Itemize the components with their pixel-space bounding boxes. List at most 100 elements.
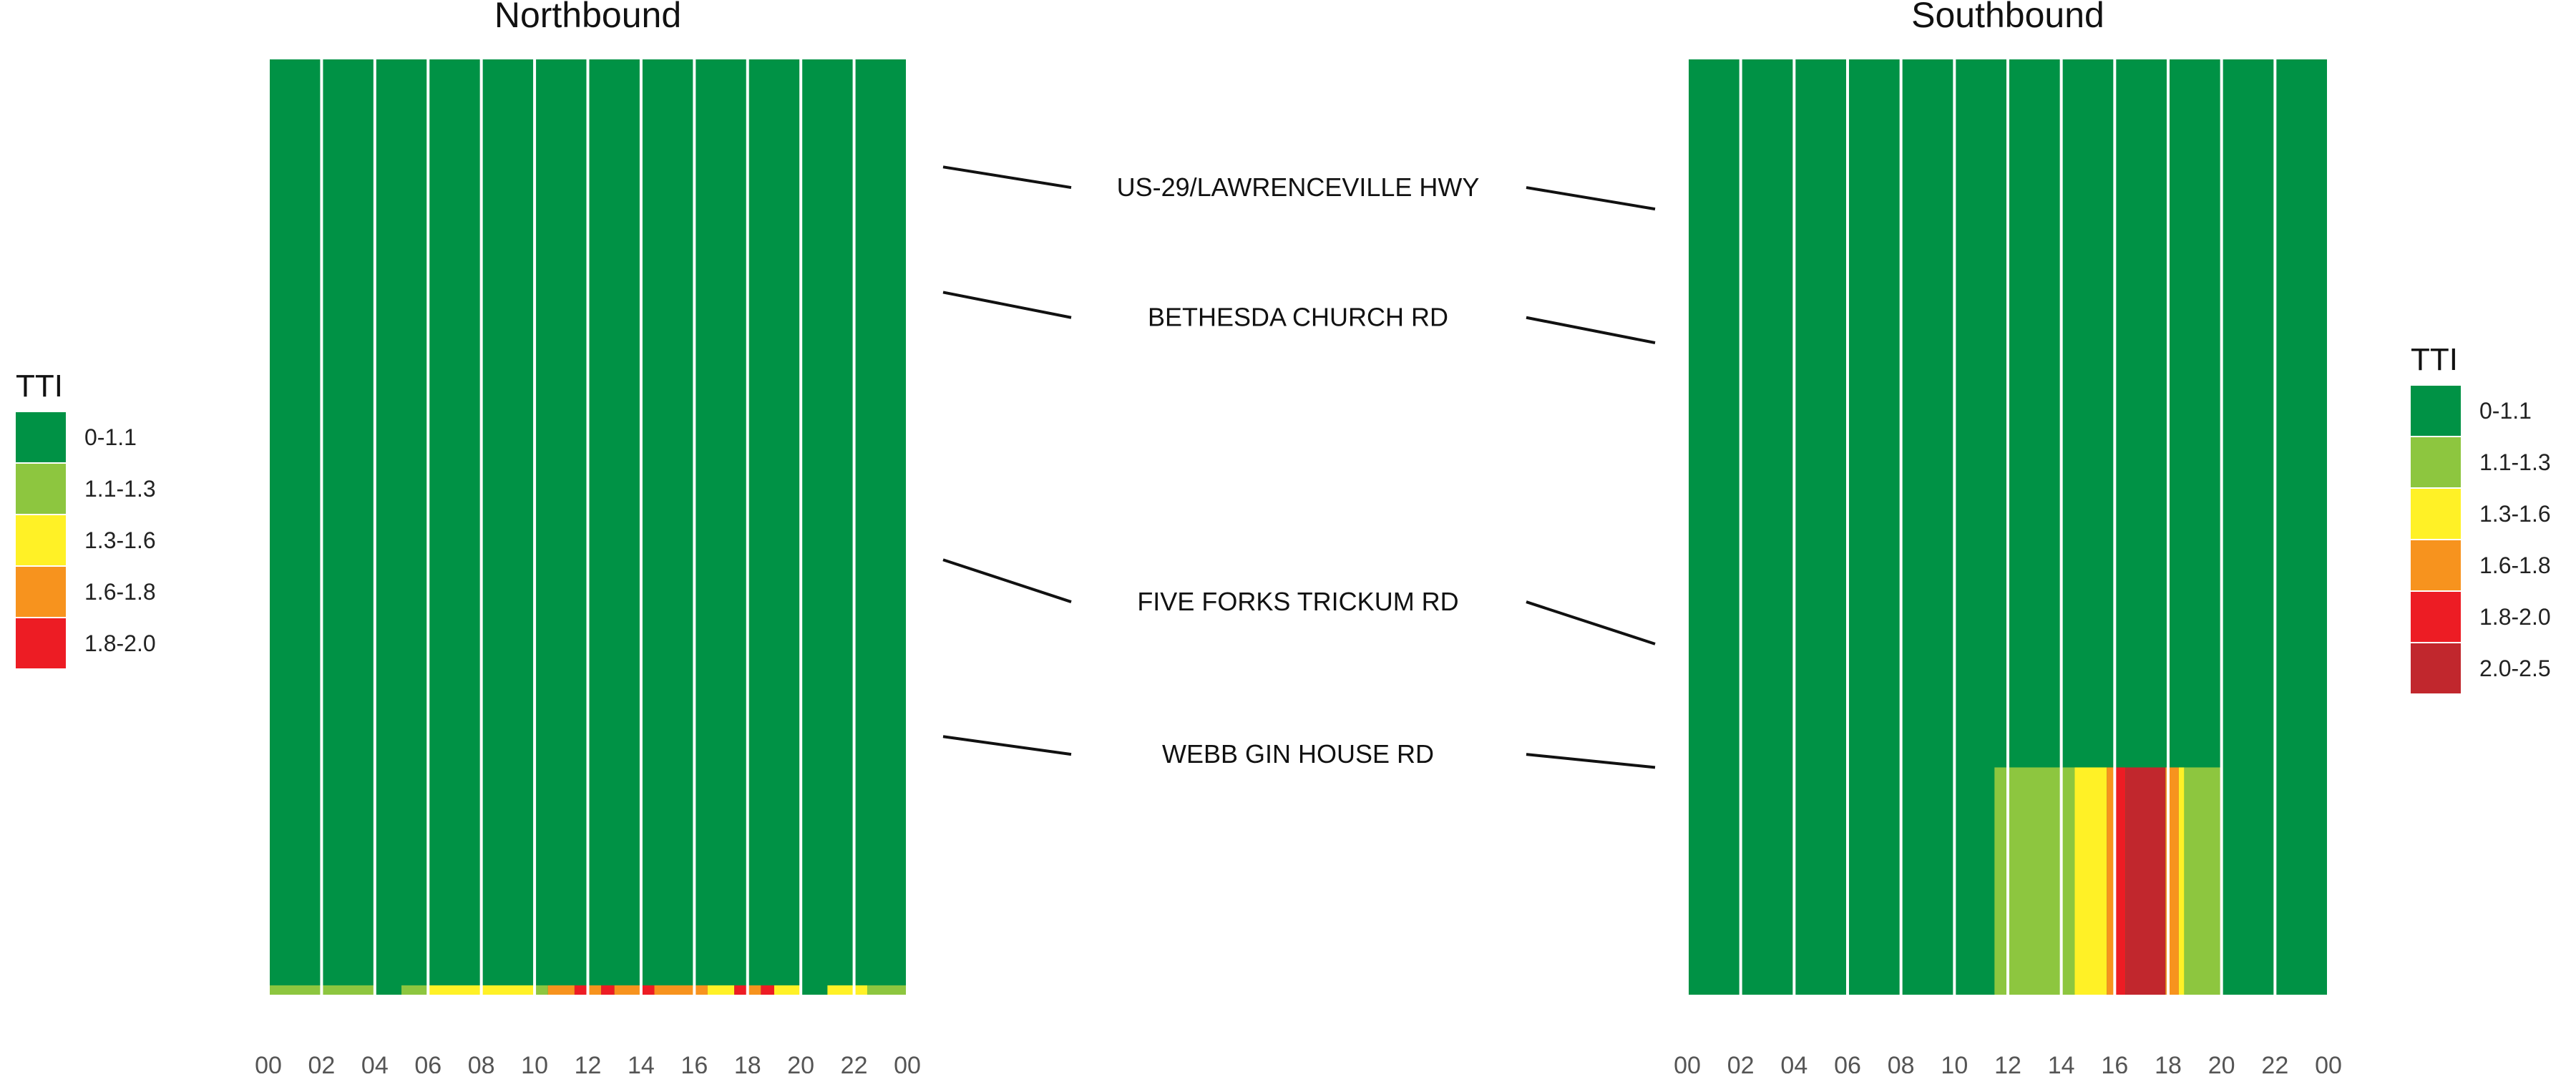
legend-label: 0-1.1 (84, 424, 137, 450)
heat-cell (1994, 767, 2008, 995)
heat-cell (2074, 767, 2107, 995)
legend-label: 1.8-2.0 (2479, 603, 2551, 630)
segment-connector-left (942, 165, 1072, 190)
legend-item: 1.1-1.3 (2411, 437, 2551, 488)
legend-item: 1.8-2.0 (16, 618, 156, 669)
hour-tick-label: 08 (1888, 1052, 1915, 1073)
hour-tick-label: 04 (361, 1052, 389, 1073)
southbound-legend: TTI 0-1.1 1.1-1.3 1.3-1.6 1.6-1.8 1.8-2.0 2.0-… (2411, 342, 2551, 694)
segment-group: WEBB GIN HOUSE RD (942, 735, 1656, 769)
legend-swatch (2411, 540, 2461, 590)
heat-cell (2107, 767, 2115, 995)
segment-group: BETHESDA CHURCH RD (942, 291, 1656, 344)
legend-item: 0-1.1 (16, 411, 156, 463)
legend-label: 1.8-2.0 (84, 630, 156, 656)
legend-swatch (2411, 437, 2461, 487)
northbound-legend: TTI 0-1.1 1.1-1.3 1.3-1.6 1.6-1.8 1.8-2.0 (16, 369, 156, 669)
legend-label: 1.3-1.6 (2479, 500, 2551, 527)
hour-tick-label: 14 (628, 1052, 655, 1073)
legend-swatch (16, 618, 66, 668)
segment-group: US-29/LAWRENCEVILLE HWY (942, 165, 1656, 211)
legend-item: 1.3-1.6 (16, 515, 156, 566)
hour-tick-label: 10 (1941, 1052, 1968, 1073)
legend-swatch (2411, 643, 2461, 693)
hour-tick-label: 12 (575, 1052, 602, 1073)
heat-cell (547, 985, 575, 995)
legend-label: 1.3-1.6 (84, 527, 156, 553)
legend-swatch (16, 464, 66, 514)
segment-label: WEBB GIN HOUSE RD (1162, 739, 1434, 769)
hour-tick-label: 00 (1674, 1052, 1701, 1073)
hour-tick-label: 00 (2315, 1052, 2342, 1073)
southbound-panel: Southbound 00 02 04 06 08 10 12 14 16 18 20 22 00 (1674, 0, 2342, 1077)
segment-connector-right (1526, 600, 1656, 645)
heat-cell (2008, 767, 2075, 995)
hour-tick-label: 04 (1780, 1052, 1807, 1073)
segment-connector-right (1526, 316, 1656, 344)
legend-title: TTI (2411, 342, 2458, 377)
segment-connector-left (942, 291, 1072, 319)
segment-connector-left (942, 558, 1072, 603)
heat-cell (587, 985, 602, 995)
heat-cell (761, 985, 774, 995)
heat-cell (774, 985, 801, 995)
legend-item: 1.3-1.6 (2411, 488, 2551, 540)
heat-cell (867, 985, 907, 995)
hour-tick-label: 22 (2261, 1052, 2288, 1073)
legend-item: 1.6-1.8 (16, 566, 156, 618)
legend-label: 2.0-2.5 (2479, 655, 2551, 681)
legend-item: 1.1-1.3 (16, 463, 156, 515)
hour-tick-label: 18 (2155, 1052, 2182, 1073)
hour-tick-label: 00 (894, 1052, 921, 1073)
segment-connector-right (1526, 753, 1656, 769)
hour-tick-label: 20 (787, 1052, 814, 1073)
legend-swatch (16, 412, 66, 462)
heat-cell (827, 985, 868, 995)
hour-tick-label: 06 (1834, 1052, 1861, 1073)
heat-cell (640, 985, 655, 995)
northbound-panel: Northbound 00 02 04 06 08 10 12 14 16 18 20 22 00 (255, 0, 921, 1077)
hour-tick-label: 18 (734, 1052, 761, 1073)
legend-swatch (16, 515, 66, 565)
legend-item: 2.0-2.5 (2411, 643, 2551, 694)
hour-tick-label: 16 (2101, 1052, 2128, 1073)
heat-cell (401, 985, 429, 995)
legend-swatch (2411, 592, 2461, 642)
legend-swatch (16, 567, 66, 617)
hour-tick-label: 02 (308, 1052, 336, 1073)
segment-group: FIVE FORKS TRICKUM RD (942, 558, 1656, 645)
legend-label: 1.1-1.3 (2479, 449, 2551, 475)
segment-connector-right (1526, 186, 1656, 211)
hour-tick-label: 22 (841, 1052, 868, 1073)
hour-tick-label: 08 (468, 1052, 495, 1073)
hour-tick-label: 12 (1994, 1052, 2021, 1073)
heat-cell (2114, 767, 2126, 995)
legend-label: 0-1.1 (2479, 397, 2532, 424)
hour-tick-label: 14 (2048, 1052, 2075, 1073)
legend-swatch (2411, 386, 2461, 436)
segment-label: FIVE FORKS TRICKUM RD (1137, 587, 1458, 616)
heat-cell (535, 985, 548, 995)
legend-label: 1.1-1.3 (84, 475, 156, 502)
panel-title: Northbound (494, 0, 681, 35)
legend-label: 1.6-1.8 (84, 578, 156, 605)
hour-tick-label: 00 (255, 1052, 282, 1073)
hour-tick-label: 20 (2208, 1052, 2235, 1073)
hour-tick-label: 06 (414, 1052, 441, 1073)
legend-item: 0-1.1 (2411, 385, 2551, 437)
heat-cell (734, 985, 748, 995)
heat-cell (601, 985, 615, 995)
legend-label: 1.6-1.8 (2479, 552, 2551, 578)
heat-cell (654, 985, 708, 995)
heat-cell (747, 985, 761, 995)
legend-title: TTI (16, 369, 63, 404)
legend-item: 1.6-1.8 (2411, 540, 2551, 591)
hour-tick-label: 02 (1727, 1052, 1755, 1073)
legend-swatch (2411, 489, 2461, 539)
segment-connector-left (942, 735, 1072, 756)
heat-cell (574, 985, 588, 995)
panel-title: Southbound (1911, 0, 2104, 35)
heat-cell (614, 985, 641, 995)
